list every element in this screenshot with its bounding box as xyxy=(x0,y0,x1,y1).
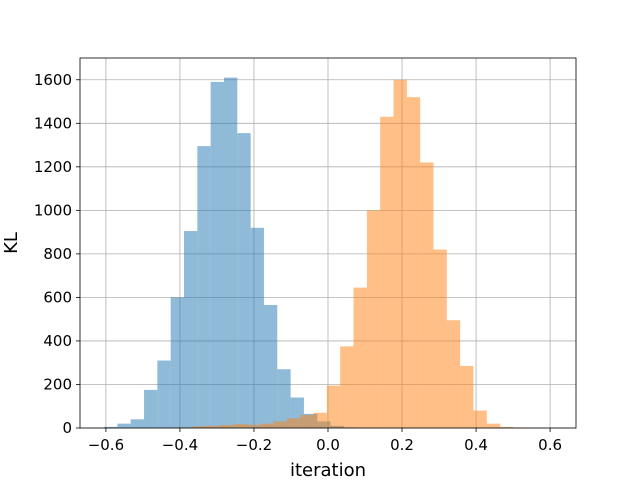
histogram-bar xyxy=(273,421,287,428)
histogram-bar xyxy=(197,146,211,428)
histogram-bar xyxy=(366,210,381,428)
histogram-bar xyxy=(170,297,185,428)
histogram-bar xyxy=(260,423,274,428)
histogram-bar xyxy=(300,414,314,428)
histogram-bar xyxy=(220,424,234,428)
x-tick-label: 0.0 xyxy=(316,436,340,454)
y-axis-label: KL xyxy=(1,232,22,254)
histogram-bar xyxy=(277,369,291,428)
y-tick-label: 200 xyxy=(43,375,72,393)
y-tick-label: 0 xyxy=(62,419,72,437)
histogram-bar xyxy=(157,360,171,428)
x-tick-label: −0.2 xyxy=(236,436,272,454)
histogram-bar xyxy=(286,418,301,428)
x-axis-ticks: −0.6 −0.4 −0.2 0.0 0.2 0.4 0.6 xyxy=(88,428,562,454)
x-tick-label: 0.6 xyxy=(538,436,562,454)
histogram-bar xyxy=(263,305,278,428)
histogram-bar xyxy=(326,385,341,428)
y-tick-label: 1000 xyxy=(34,201,72,219)
histogram-bar xyxy=(223,77,238,429)
histogram-bar xyxy=(104,426,118,428)
histogram-bar xyxy=(210,81,224,429)
y-tick-label: 600 xyxy=(43,288,72,306)
y-axis-ticks: 0 200 400 600 800 1000 1200 1400 1600 xyxy=(34,71,80,437)
histogram-bar xyxy=(500,426,514,428)
histogram-bar xyxy=(460,365,474,428)
histogram-bar xyxy=(117,423,131,428)
histogram-bar xyxy=(446,320,461,428)
histogram-bar xyxy=(393,79,407,428)
histogram-bar xyxy=(340,346,354,428)
x-tick-label: 0.4 xyxy=(464,436,488,454)
histogram-bar xyxy=(353,287,367,428)
histogram-bars xyxy=(104,77,554,429)
histogram-bar xyxy=(130,419,145,428)
series-1-bars xyxy=(166,79,554,429)
histogram-bar xyxy=(184,231,198,428)
y-tick-label: 1600 xyxy=(34,71,72,89)
y-tick-label: 1400 xyxy=(34,114,72,132)
histogram-bar xyxy=(246,424,261,428)
histogram-bar xyxy=(433,249,447,428)
histogram-bar xyxy=(237,133,251,428)
histogram-bar xyxy=(473,410,487,428)
y-tick-label: 800 xyxy=(43,245,72,263)
x-tick-label: 0.2 xyxy=(390,436,414,454)
y-tick-label: 1200 xyxy=(34,158,72,176)
histogram-bar xyxy=(406,97,421,429)
x-tick-label: −0.4 xyxy=(162,436,198,454)
x-tick-label: −0.6 xyxy=(88,436,124,454)
histogram-bar xyxy=(193,426,207,428)
histogram-bar xyxy=(250,227,264,428)
histogram-bar xyxy=(486,423,501,428)
histogram-bar xyxy=(233,424,247,428)
histogram-bar xyxy=(380,116,394,428)
histogram-bar xyxy=(313,412,327,428)
histogram-bar xyxy=(420,162,434,428)
histogram-bar xyxy=(206,425,221,428)
histogram-bar xyxy=(144,389,158,428)
x-axis-label: iteration xyxy=(290,460,366,480)
y-tick-label: 400 xyxy=(43,332,72,350)
